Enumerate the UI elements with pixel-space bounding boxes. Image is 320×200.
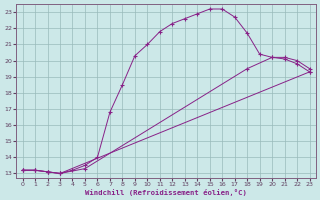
X-axis label: Windchill (Refroidissement éolien,°C): Windchill (Refroidissement éolien,°C) [85,189,247,196]
